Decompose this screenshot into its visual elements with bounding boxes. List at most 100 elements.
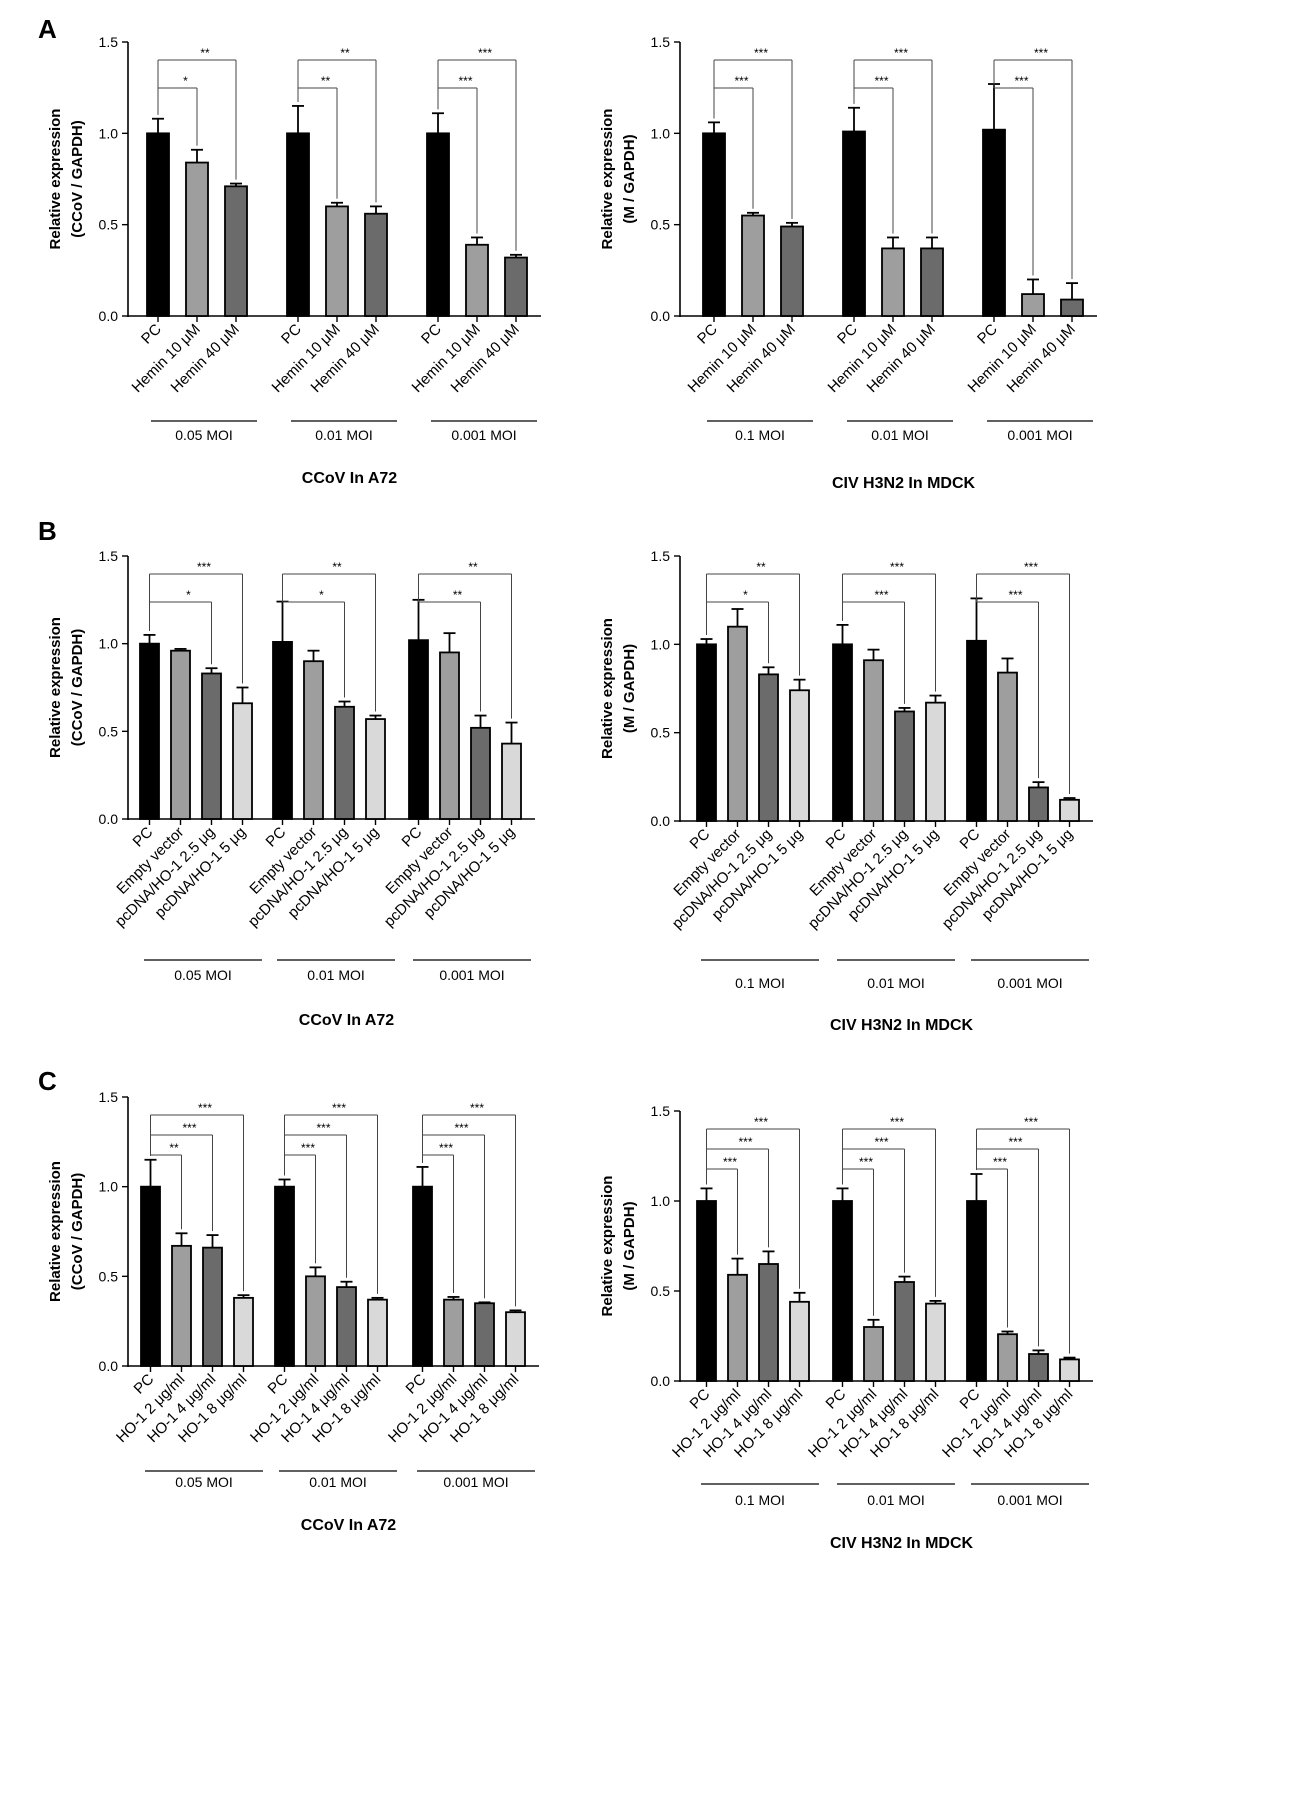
group-label: 0.01 MOI — [867, 1492, 925, 1508]
x-tick-label: PC — [278, 321, 305, 348]
x-tick-label: Hemin 40 μM — [168, 321, 243, 396]
significance-label: *** — [1014, 74, 1028, 88]
significance-label: *** — [859, 1155, 873, 1169]
x-tick-label: Hemin 40 μM — [1004, 321, 1079, 396]
bar — [185, 161, 209, 317]
significance-label: * — [319, 588, 324, 602]
y-tick-label: 1.0 — [651, 1193, 671, 1209]
y-axis-label: Relative expression — [599, 109, 616, 250]
bar — [336, 1286, 357, 1367]
bar — [780, 225, 804, 317]
y-axis-label: (M / GAPDH) — [621, 134, 638, 223]
group-label: 0.1 MOI — [735, 975, 785, 991]
bar — [426, 132, 450, 317]
y-axis-label: (CCoV / GAPDH) — [69, 1173, 86, 1291]
bar — [334, 705, 355, 820]
significance-label: *** — [458, 74, 472, 88]
chart-title: CCoV In A72 — [299, 1012, 395, 1029]
significance-label: ** — [332, 560, 342, 574]
bar — [233, 1296, 254, 1367]
group-label: 0.05 MOI — [175, 1474, 233, 1490]
bar — [702, 132, 726, 317]
significance-label: * — [186, 588, 191, 602]
bar — [201, 672, 222, 820]
x-tick-label: Hemin 40 μM — [724, 321, 799, 396]
bar — [286, 132, 310, 317]
x-tick-label: PC — [694, 321, 721, 348]
bar — [443, 1298, 464, 1367]
bar — [997, 671, 1018, 822]
bar — [1059, 798, 1080, 822]
bar — [1028, 786, 1049, 822]
y-tick-label: 1.0 — [99, 636, 119, 652]
group-label: 0.05 MOI — [175, 427, 233, 443]
bar — [758, 1263, 779, 1382]
bar — [925, 701, 946, 822]
group-label: 0.001 MOI — [1007, 427, 1072, 443]
significance-label: *** — [454, 1121, 468, 1135]
bar — [146, 132, 170, 317]
significance-label: *** — [1024, 560, 1038, 574]
y-tick-label: 0.5 — [99, 217, 119, 233]
bar — [997, 1333, 1018, 1382]
y-axis-label: (M / GAPDH) — [621, 644, 638, 733]
bar — [465, 243, 489, 317]
chart-c-right: 0.0 0.5 1.0 1.5 Relative expression (M / GAPD… — [599, 1103, 1093, 1552]
significance-label: ** — [340, 46, 350, 60]
group-label: 0.001 MOI — [443, 1474, 508, 1490]
chart-c-left: 0.0 0.5 1.0 1.5 Relative expression (CCoV / G… — [47, 1089, 539, 1534]
significance-label: *** — [754, 1115, 768, 1129]
y-tick-label: 0.0 — [651, 1373, 671, 1389]
bar — [305, 1275, 326, 1367]
significance-label: *** — [301, 1141, 315, 1155]
bar — [504, 256, 528, 317]
bar — [412, 1185, 433, 1367]
bar — [966, 639, 987, 822]
bar — [170, 649, 191, 820]
bar — [842, 130, 866, 317]
y-axis-label: (CCoV / GAPDH) — [69, 629, 86, 747]
x-tick-label: Hemin 40 μM — [448, 321, 523, 396]
y-tick-label: 0.5 — [99, 1268, 119, 1284]
significance-label: *** — [993, 1155, 1007, 1169]
y-tick-label: 0.0 — [651, 813, 671, 829]
bar — [470, 726, 491, 820]
group-label: 0.001 MOI — [451, 427, 516, 443]
y-axis-label: (CCoV / GAPDH) — [69, 120, 86, 238]
y-tick-label: 0.5 — [651, 1283, 671, 1299]
significance-label: ** — [756, 560, 766, 574]
y-tick-label: 1.5 — [651, 548, 671, 564]
chart-b-left: 0.0 0.5 1.0 1.5 Relative expression (CCoV / G… — [47, 548, 535, 1029]
bar — [832, 1200, 853, 1382]
significance-label: *** — [754, 46, 768, 60]
bar — [1021, 293, 1045, 317]
significance-label: *** — [332, 1101, 346, 1115]
bar — [474, 1302, 495, 1367]
bar — [140, 1185, 161, 1367]
bar — [224, 185, 248, 317]
significance-label: * — [183, 74, 188, 88]
y-axis-label: Relative expression — [599, 618, 616, 759]
significance-label: *** — [874, 588, 888, 602]
group-label: 0.01 MOI — [315, 427, 373, 443]
y-tick-label: 1.5 — [99, 548, 119, 564]
significance-label: *** — [1008, 1135, 1022, 1149]
y-tick-label: 0.0 — [99, 1358, 119, 1374]
bar — [881, 247, 905, 317]
bar — [202, 1246, 223, 1367]
group-label: 0.001 MOI — [997, 1492, 1062, 1508]
y-tick-label: 1.0 — [99, 125, 119, 141]
bar — [232, 702, 253, 820]
bar — [505, 1311, 526, 1367]
bar — [1060, 298, 1084, 317]
group-label: 0.1 MOI — [735, 1492, 785, 1508]
bar — [1028, 1353, 1049, 1382]
chart-title: CIV H3N2 In MDCK — [830, 1017, 974, 1034]
chart-title: CCoV In A72 — [301, 1517, 397, 1534]
group-label: 0.05 MOI — [174, 967, 232, 983]
y-tick-label: 1.0 — [651, 636, 671, 652]
chart-title: CCoV In A72 — [302, 470, 398, 487]
significance-label: ** — [468, 560, 478, 574]
